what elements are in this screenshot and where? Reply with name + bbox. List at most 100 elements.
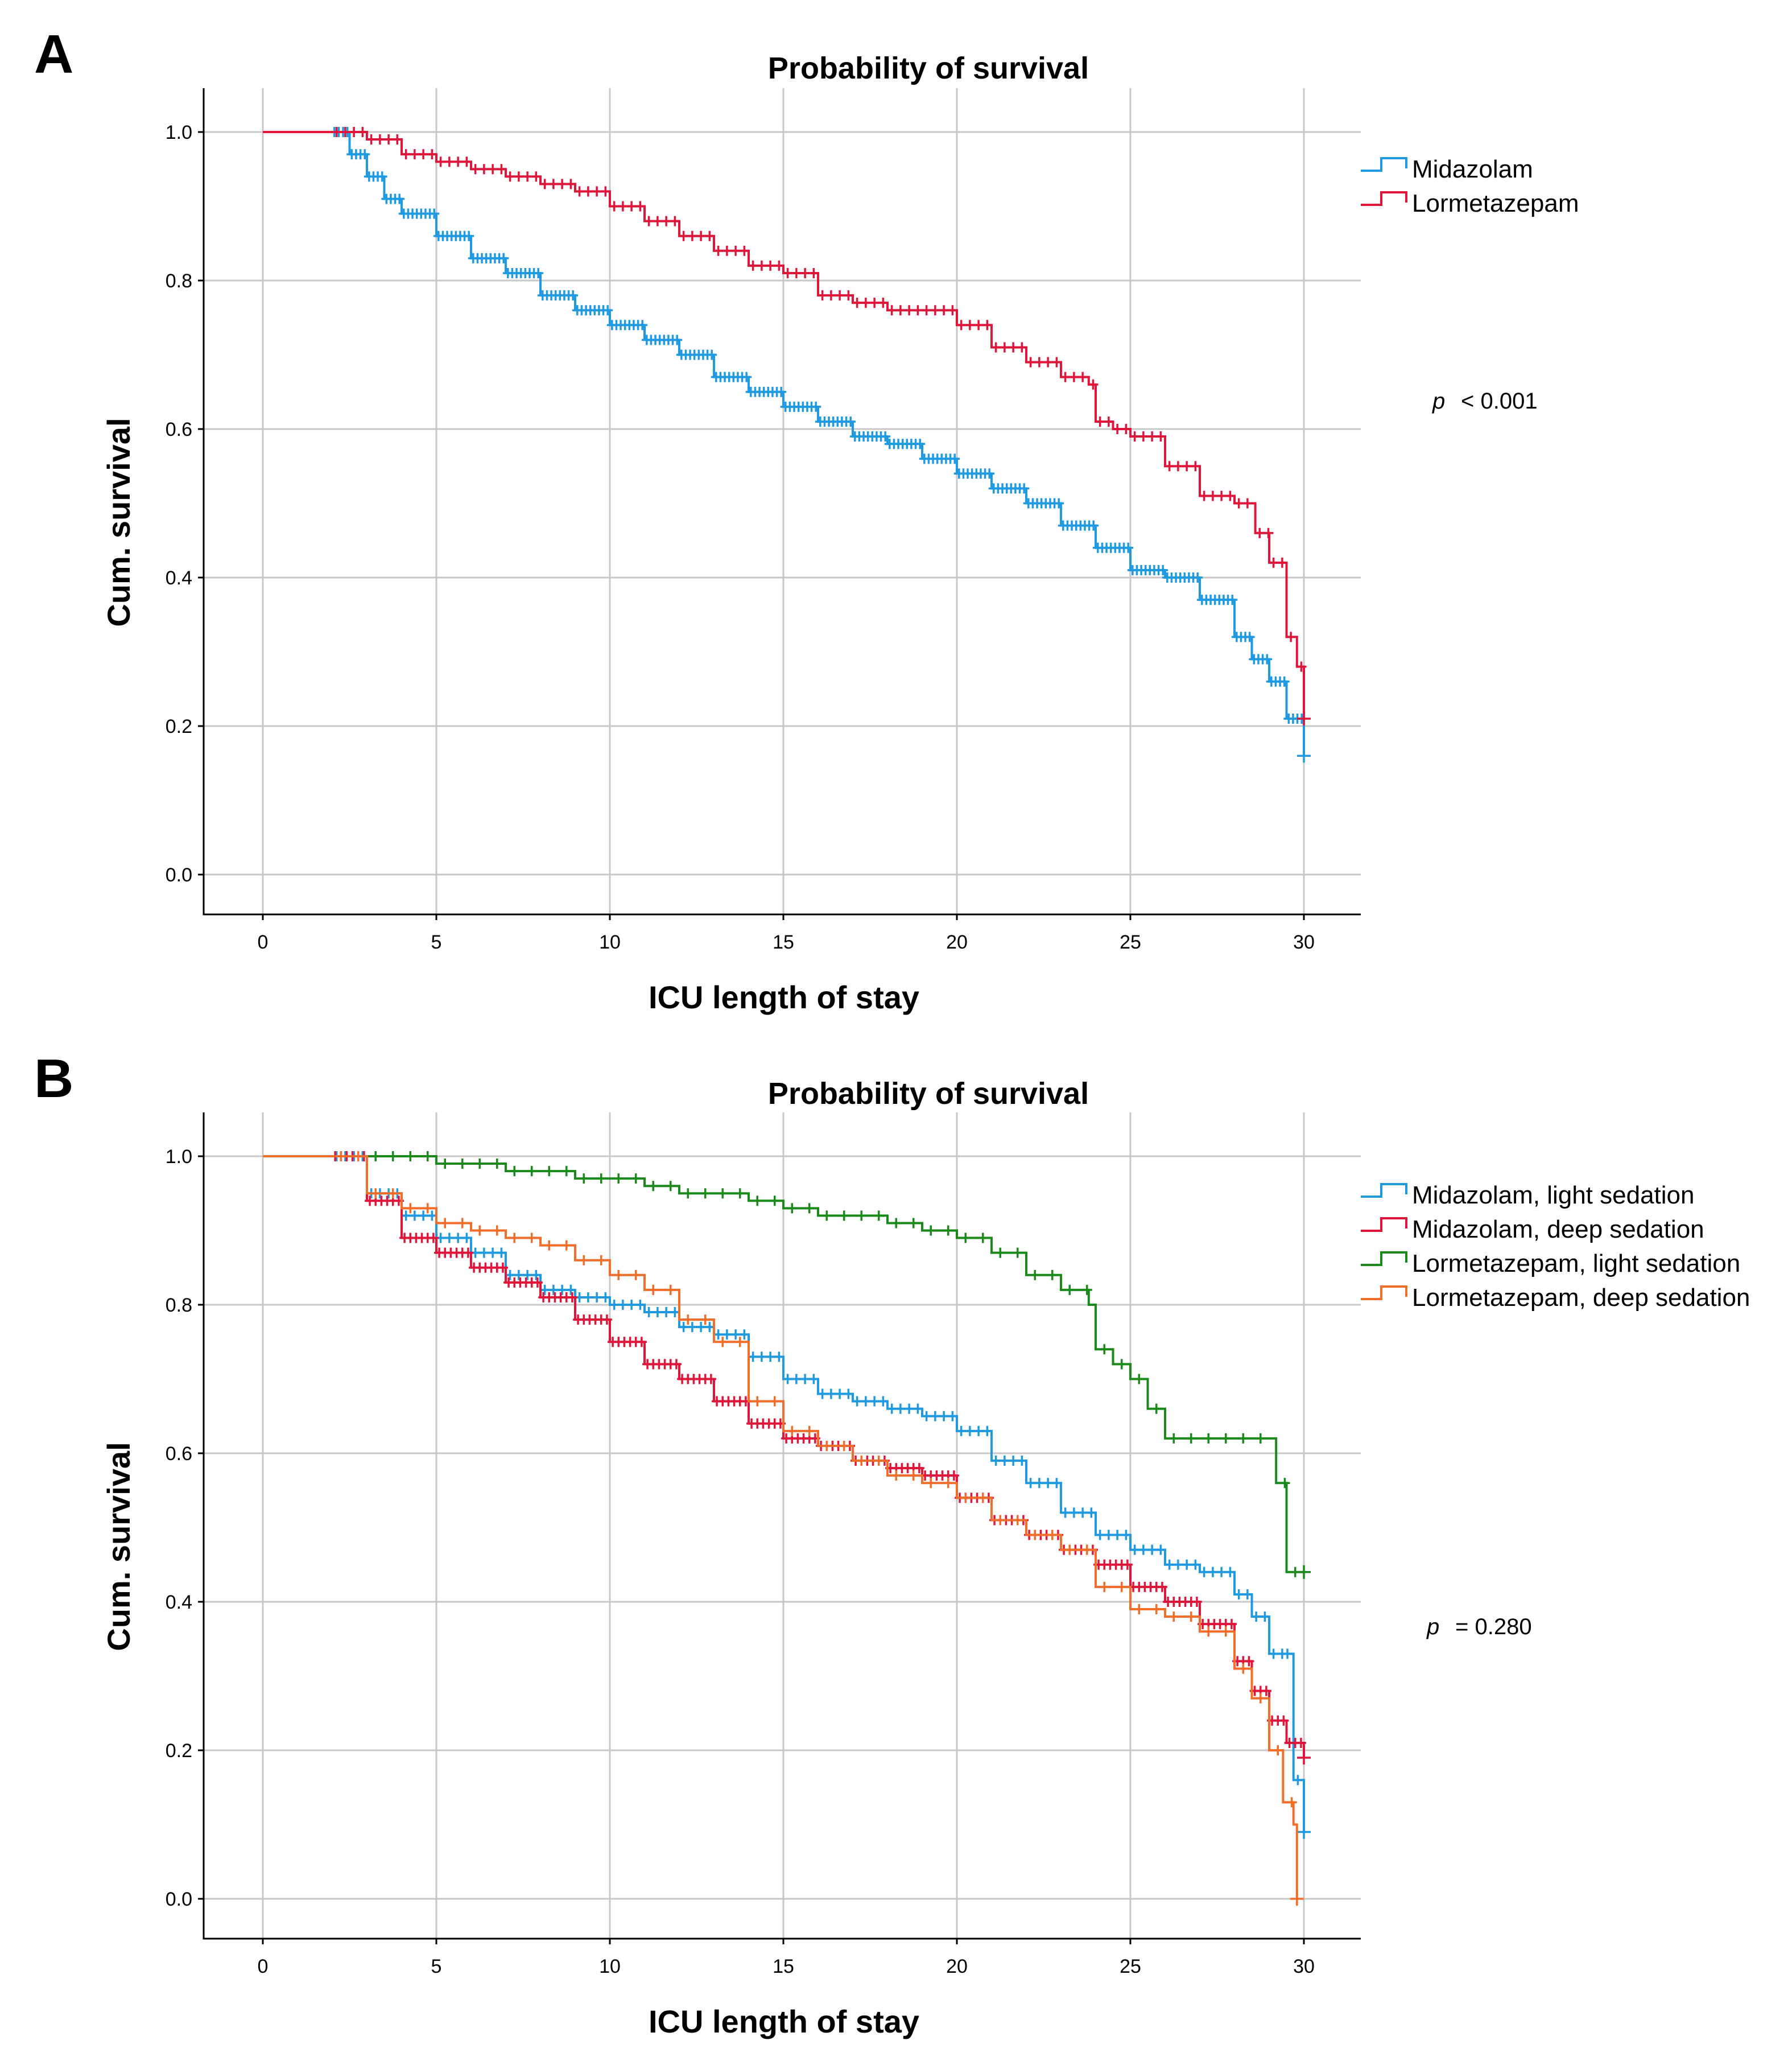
panel-b-censor-mark: [457, 1159, 468, 1169]
panel-b-censor-mark: [717, 1188, 728, 1199]
panel-b-censor-mark: [1278, 1715, 1289, 1726]
panel-b-censor-mark: [671, 1359, 682, 1370]
panel-a-censor-mark: [704, 230, 715, 241]
panel-a-censor-mark: [478, 164, 489, 175]
panel-b-censor-mark: [1121, 1530, 1132, 1540]
panel-a-censor-mark: [349, 127, 360, 137]
panel-b-censor-mark: [973, 1425, 984, 1436]
panel-b-censor-mark: [930, 1411, 940, 1421]
panel-b-censor-mark: [1207, 1567, 1218, 1577]
panel-b-censor-mark: [800, 1374, 811, 1384]
panel-a-censor-mark: [557, 179, 568, 189]
panel-a-x-tick-label: 5: [431, 931, 442, 953]
panel-a-censor-mark: [730, 245, 741, 256]
panel-b-censor-mark: [895, 1403, 906, 1414]
panel-b-censor-mark: [1182, 1559, 1192, 1570]
panel-b-censor-mark: [1297, 1751, 1311, 1765]
panel-b-censor-mark: [908, 1218, 919, 1229]
panel-a-censor-mark: [930, 305, 940, 316]
panel-b-censor-mark: [428, 1232, 439, 1243]
panel-a-censor-mark: [904, 305, 915, 316]
panel-b-censor-mark: [769, 1396, 780, 1407]
panel-b-censor-mark: [1112, 1530, 1123, 1540]
panel-b-censor-mark: [1290, 1892, 1304, 1906]
panel-b-legend-label: Midazolam, light sedation: [1412, 1181, 1694, 1209]
panel-a-censor-mark: [1164, 461, 1175, 472]
panel-b-censor-marks: [331, 1151, 1311, 1839]
panel-b-censor-mark: [613, 1173, 624, 1184]
panel-b-censor-mark: [1297, 1565, 1311, 1579]
panel-a-censor-mark: [626, 201, 637, 212]
panel-b-censor-mark: [787, 1203, 798, 1214]
panel-b-censor-mark: [696, 1322, 707, 1333]
panel-b-censor-mark: [1168, 1433, 1179, 1444]
panel-b-censor-mark: [496, 1247, 507, 1258]
panel-b-plot-area: 0 5 10 15 20 25 30 0.0 0.2 0.4 0.6 0.8 1.0: [166, 1112, 1361, 1977]
panel-a-censor-mark: [713, 245, 724, 256]
panel-b-censor-mark: [561, 1240, 572, 1251]
panel-b-censor-mark: [565, 1284, 576, 1295]
panel-a-censor-mark: [949, 454, 960, 464]
panel-a-censor-mark: [539, 179, 550, 189]
panel-b-censor-mark: [444, 1232, 455, 1243]
panel-b-censor-mark: [1064, 1544, 1075, 1555]
panel-a-censor-mark: [357, 127, 368, 137]
panel-b-censor-mark: [1225, 1567, 1236, 1577]
panel-a-censor-mark: [964, 320, 975, 331]
panel-b-censor-mark: [463, 1247, 473, 1258]
panel-b-censor-mark: [873, 1210, 884, 1221]
panel-a-censor-mark: [1088, 520, 1099, 531]
panel-b-x-tick-label: 30: [1293, 1956, 1315, 1977]
panel-a-y-tick-label: 0.2: [166, 716, 192, 737]
panel-b-censor-mark: [1103, 1530, 1114, 1540]
panel-b-censor-mark: [1012, 1247, 1023, 1258]
panel-b-legend-label: Lormetazepam, deep sedation: [1412, 1284, 1750, 1312]
panel-a-censor-mark: [880, 431, 891, 442]
panel-a-censor-mark: [1268, 557, 1279, 568]
panel-a-censor-mark: [670, 216, 680, 226]
panel-a-censor-mark: [860, 298, 871, 308]
panel-b-censor-mark: [387, 1188, 398, 1199]
panel-a-censor-mark: [1254, 527, 1265, 538]
panel-a-censor-mark: [765, 260, 776, 271]
panel-a-censor-mark: [435, 156, 446, 167]
panel-b-censor-mark: [1034, 1478, 1044, 1489]
panel-a-censor-mark: [1296, 661, 1307, 672]
panel-b-censor-mark: [700, 1314, 711, 1325]
panel-a-censor-mark: [1103, 416, 1114, 427]
panel-b-censor-mark: [626, 1300, 637, 1310]
panel-b-censor-mark: [835, 1388, 845, 1399]
panel-b-censor-mark: [804, 1203, 815, 1214]
panel-b-censor-mark: [1155, 1544, 1166, 1555]
panel-a-censor-mark: [1297, 749, 1311, 763]
panel-a-censor-mark: [878, 298, 889, 308]
panel-b-censor-mark: [461, 1232, 472, 1243]
panel-b-censor-mark: [440, 1159, 451, 1169]
panel-b-censor-mark: [592, 1292, 602, 1302]
panel-b-censor-mark: [1293, 1775, 1303, 1786]
panel-a-censor-mark: [1060, 372, 1071, 382]
panel-b-y-tick-label: 0.6: [166, 1443, 192, 1465]
panel-a-censor-mark: [394, 193, 405, 204]
panel-b-censor-mark: [904, 1403, 915, 1414]
panel-a-censor-mark: [461, 156, 472, 167]
panel-a-censor-mark: [453, 156, 464, 167]
panel-b-censor-mark: [821, 1440, 832, 1451]
panel-b-censor-mark: [1099, 1581, 1110, 1592]
panel-a-censor-mark: [1158, 564, 1168, 575]
panel-b-censor-mark: [1238, 1433, 1249, 1444]
panel-b-legend-swatch: [1361, 1251, 1407, 1266]
panel-b-censor-mark: [843, 1388, 854, 1399]
panel-b-p-value: p = 0.280: [1426, 1614, 1532, 1639]
panel-a-censor-mark: [643, 216, 654, 226]
panel-b-censor-mark: [1216, 1567, 1227, 1577]
panel-b-censor-mark: [1017, 1456, 1027, 1466]
panel-a-censor-mark: [583, 186, 593, 197]
panel-b-censor-mark: [1047, 1530, 1058, 1540]
panel-a-censor-mark: [707, 349, 717, 360]
panel-b-censor-mark: [683, 1314, 693, 1325]
panel-a-censor-mark: [808, 267, 819, 278]
panel-a-y-tick-label: 0.4: [166, 567, 192, 589]
panel-b-legend: Midazolam, light sedation Midazolam, deep…: [1361, 1181, 1750, 1312]
panel-a-censor-mark: [1190, 461, 1201, 472]
